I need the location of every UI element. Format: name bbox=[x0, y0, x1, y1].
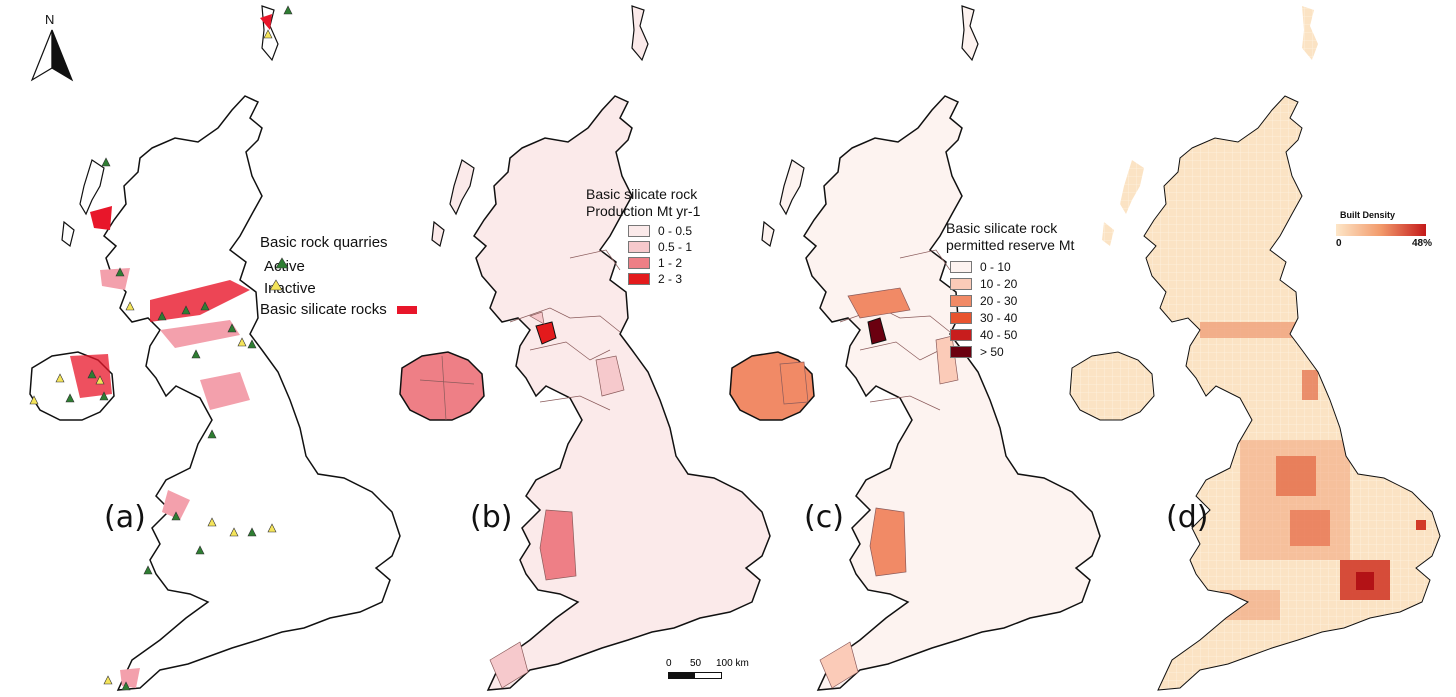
scale-label-100: 100 km bbox=[716, 658, 749, 669]
legend-a-title: Basic rock quarries bbox=[260, 234, 388, 251]
legend-c-row: 30 - 40 bbox=[950, 311, 1017, 325]
panel-b: Basic silicate rock Production Mt yr-1 0… bbox=[370, 0, 771, 697]
legend-c-label: 10 - 20 bbox=[980, 277, 1018, 291]
regions-b bbox=[419, 249, 621, 421]
scale-seg-light bbox=[694, 672, 722, 679]
legend-c-label: 20 - 30 bbox=[980, 294, 1018, 308]
legend-b-swatch bbox=[628, 225, 650, 237]
legend-c-swatch bbox=[950, 278, 972, 290]
legend-c-title-2: permitted reserve Mt bbox=[946, 237, 1075, 253]
active-triangle-icon bbox=[275, 257, 289, 269]
legend-a-inactive: Inactive bbox=[264, 279, 316, 297]
legend-c-row: 40 - 50 bbox=[950, 328, 1017, 342]
north-label: N bbox=[45, 12, 55, 27]
rocks-swatch bbox=[396, 306, 417, 314]
panel-a: N Basic rock quarries Active Inactive Ba… bbox=[0, 0, 440, 697]
legend-b-swatch bbox=[628, 257, 650, 269]
panel-d: Built Density 0 48% (d) bbox=[1040, 0, 1456, 697]
panel-c-label: (c) bbox=[804, 500, 844, 535]
legend-c-label: > 50 bbox=[980, 345, 1004, 359]
legend-c-row: 0 - 10 bbox=[950, 260, 1011, 274]
quarry-markers bbox=[29, 5, 293, 691]
panel-b-label: (b) bbox=[470, 500, 513, 535]
legend-c-label: 30 - 40 bbox=[980, 311, 1018, 325]
scale-label-50: 50 bbox=[690, 658, 702, 669]
legend-c-row: 20 - 30 bbox=[950, 294, 1017, 308]
legend-b-label: 1 - 2 bbox=[658, 256, 683, 270]
legend-b-label: 0 - 0.5 bbox=[658, 224, 693, 238]
legend-rocks-label: Basic silicate rocks bbox=[260, 301, 387, 318]
legend-c-swatch bbox=[950, 312, 972, 324]
map-a bbox=[29, 5, 401, 691]
legend-b-swatch bbox=[628, 241, 650, 253]
legend-a-rocks: Basic silicate rocks bbox=[260, 301, 417, 318]
legend-b-label: 0.5 - 1 bbox=[658, 240, 693, 254]
panel-d-label: (d) bbox=[1166, 500, 1209, 535]
legend-c-swatch bbox=[950, 261, 972, 273]
scale-seg-dark bbox=[668, 672, 696, 679]
map-d bbox=[1069, 6, 1441, 691]
legend-c-swatch bbox=[950, 295, 972, 307]
legend-a-active: Active bbox=[264, 257, 305, 275]
north-arrow: N bbox=[28, 12, 76, 82]
panel-c: Basic silicate rock permitted reserve Mt… bbox=[700, 0, 1101, 697]
legend-b-row: 2 - 3 bbox=[628, 272, 682, 286]
legend-c-title-1: Basic silicate rock bbox=[946, 220, 1058, 236]
map-b bbox=[399, 5, 771, 691]
legend-c-label: 0 - 10 bbox=[980, 260, 1011, 274]
legend-b-title-1: Basic silicate rock bbox=[586, 186, 698, 202]
region-max-b bbox=[535, 321, 557, 345]
inactive-triangle-icon bbox=[269, 279, 283, 291]
legend-b-label: 2 - 3 bbox=[658, 272, 683, 286]
legend-b-title-2: Production Mt yr-1 bbox=[586, 203, 701, 219]
legend-d-title: Built Density bbox=[1340, 210, 1396, 220]
legend-c-swatch bbox=[950, 346, 972, 358]
legend-c-label: 40 - 50 bbox=[980, 328, 1018, 342]
density-gradient bbox=[1336, 224, 1426, 236]
legend-d-max: 48% bbox=[1412, 238, 1433, 249]
region-max-c bbox=[867, 317, 887, 345]
legend-b-row: 0 - 0.5 bbox=[628, 224, 692, 238]
legend-c-row: > 50 bbox=[950, 345, 1004, 359]
scale-label-0: 0 bbox=[666, 658, 672, 669]
panel-a-label: (a) bbox=[104, 500, 146, 535]
scale-bar: 0 50 100 km bbox=[666, 658, 756, 688]
legend-c-swatch bbox=[950, 329, 972, 341]
north-arrow-icon bbox=[30, 29, 74, 82]
legend-d-min: 0 bbox=[1336, 238, 1342, 249]
legend-b-swatch bbox=[628, 273, 650, 285]
legend-c-row: 10 - 20 bbox=[950, 277, 1017, 291]
map-c bbox=[729, 5, 1101, 691]
legend-b-row: 0.5 - 1 bbox=[628, 240, 692, 254]
legend-b-row: 1 - 2 bbox=[628, 256, 682, 270]
